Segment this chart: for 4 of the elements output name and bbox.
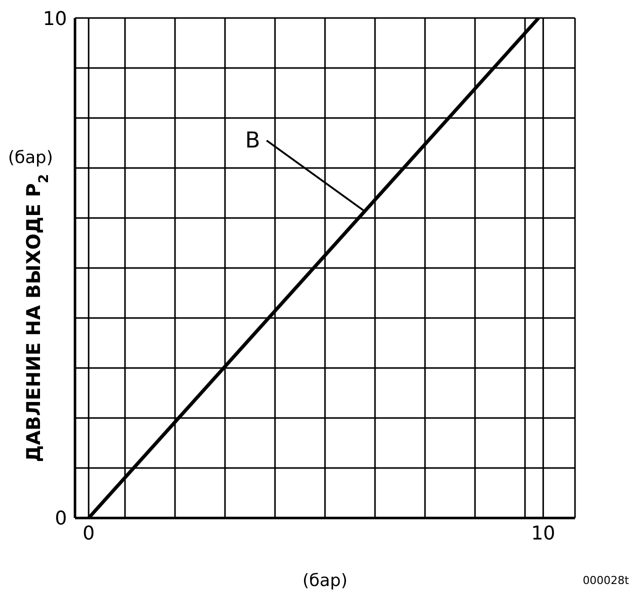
x-axis-title: (бар)	[302, 571, 348, 591]
text: (бар)	[8, 148, 53, 168]
annotation: B	[245, 128, 260, 154]
text: 000028t	[582, 574, 629, 587]
